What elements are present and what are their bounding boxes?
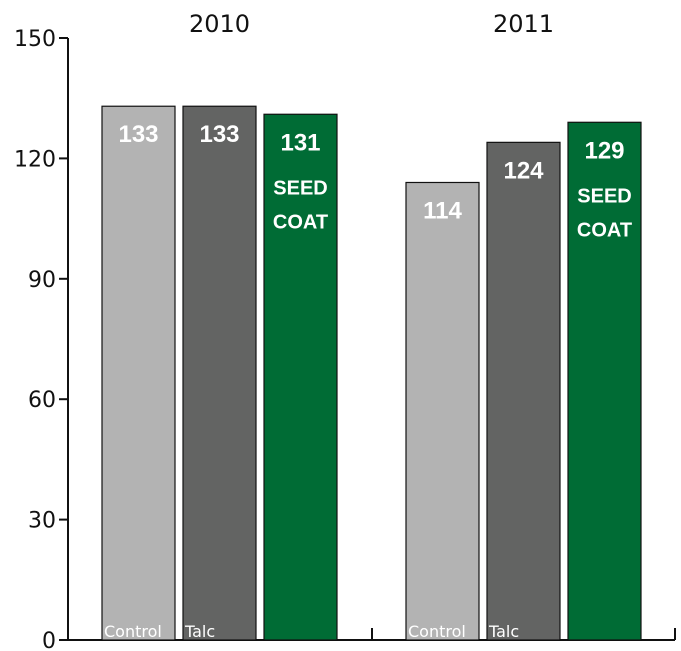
bar-value-label: 131	[280, 129, 320, 156]
category-label: Control	[408, 622, 466, 641]
bar	[405, 181, 480, 641]
bar-value-label: 124	[503, 157, 544, 184]
y-tick-label: 60	[28, 388, 56, 413]
bar-note-label: SEED	[577, 185, 631, 207]
group-label: 2010	[189, 10, 250, 38]
y-tick-label: 120	[14, 147, 56, 172]
bar-value-label: 129	[584, 137, 624, 164]
bars	[101, 105, 642, 641]
bar	[486, 141, 561, 641]
bar	[263, 113, 338, 641]
bar-value-label: 133	[199, 121, 239, 148]
bar	[567, 121, 642, 641]
group-label: 2011	[493, 10, 554, 38]
bar-value-label: 114	[423, 197, 462, 224]
y-tick-label: 30	[28, 509, 56, 534]
bar-note-label: COAT	[273, 211, 328, 233]
bar-note-label: COAT	[577, 219, 632, 241]
y-tick-label: 150	[14, 27, 56, 52]
category-label: Control	[104, 622, 162, 641]
y-tick-label: 90	[28, 268, 56, 293]
bar-value-label: 133	[118, 121, 158, 148]
bar-note-label: SEED	[273, 177, 327, 199]
category-label: Talc	[488, 622, 519, 641]
bar-labels: 2010 133 Control 133 Talc 131 SEED COAT 2011 114 C…	[104, 10, 632, 641]
category-label: Talc	[184, 622, 215, 641]
bar	[101, 105, 176, 641]
bar	[182, 105, 257, 641]
y-tick-label: 0	[42, 629, 56, 651]
